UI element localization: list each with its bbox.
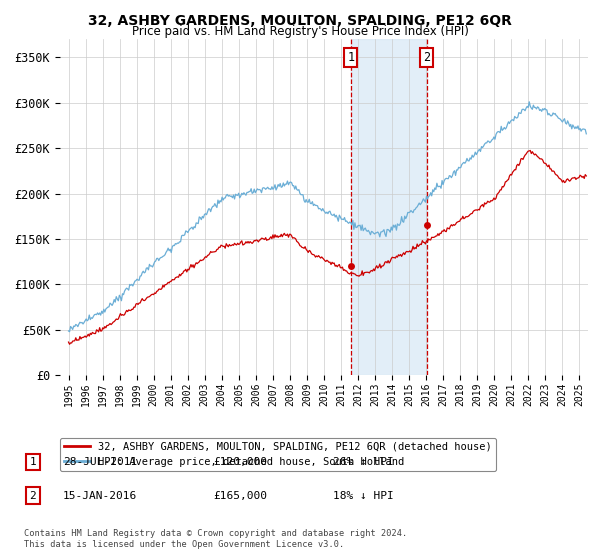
Bar: [351, 39, 427, 375]
Text: £165,000: £165,000: [213, 491, 267, 501]
Text: 1: 1: [29, 457, 37, 467]
Text: 2: 2: [29, 491, 37, 501]
Text: 28-JUL-2011: 28-JUL-2011: [63, 457, 137, 467]
Text: 15-JAN-2016: 15-JAN-2016: [63, 491, 137, 501]
Text: 1: 1: [347, 51, 355, 64]
Text: 2: 2: [424, 51, 430, 64]
Legend: 32, ASHBY GARDENS, MOULTON, SPALDING, PE12 6QR (detached house), HPI: Average pr: 32, ASHBY GARDENS, MOULTON, SPALDING, PE…: [60, 437, 496, 471]
Text: 26% ↓ HPI: 26% ↓ HPI: [333, 457, 394, 467]
Text: £120,000: £120,000: [213, 457, 267, 467]
Text: 18% ↓ HPI: 18% ↓ HPI: [333, 491, 394, 501]
Text: Price paid vs. HM Land Registry's House Price Index (HPI): Price paid vs. HM Land Registry's House …: [131, 25, 469, 38]
Text: Contains HM Land Registry data © Crown copyright and database right 2024.
This d: Contains HM Land Registry data © Crown c…: [24, 529, 407, 549]
Text: 32, ASHBY GARDENS, MOULTON, SPALDING, PE12 6QR: 32, ASHBY GARDENS, MOULTON, SPALDING, PE…: [88, 14, 512, 28]
